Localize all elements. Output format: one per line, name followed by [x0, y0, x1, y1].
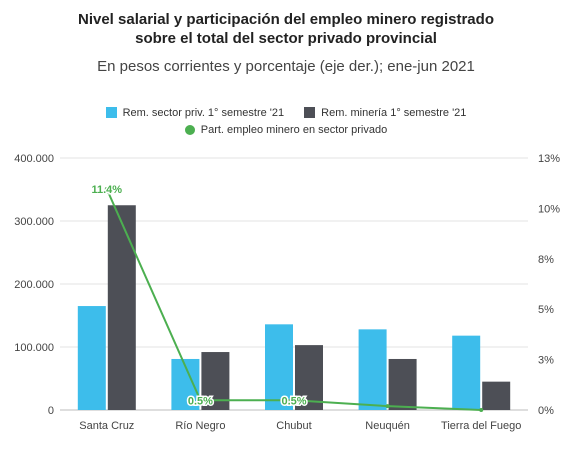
legend-dot-employment-share	[184, 124, 195, 135]
x-tick-label: Neuquén	[365, 420, 410, 432]
legend-label-mining-salary: Rem. minería 1° semestre '21	[321, 106, 467, 119]
y-right-tick-label: 10%	[538, 203, 560, 215]
data-label-employment-share: 11.4%	[92, 184, 123, 196]
legend-item-employment-share: Part. empleo minero en sector privado	[184, 123, 388, 136]
line-employment-share	[105, 188, 482, 411]
x-tick-label: Tierra del Fuego	[441, 420, 521, 432]
legend-swatch-mining-salary	[304, 107, 316, 118]
bar-private-salary	[358, 329, 387, 410]
x-tick-label: Río Negro	[175, 420, 225, 432]
point-employment-share	[385, 404, 390, 409]
y-right-tick-label: 3%	[538, 355, 554, 367]
bar-private-salary	[452, 335, 481, 410]
point-employment-share	[104, 187, 109, 192]
legend-label-private-salary: Rem. sector priv. 1° semestre '21	[122, 106, 285, 119]
data-label-employment-share: 0.5%	[188, 395, 213, 407]
chart-title-line-1: Nivel salarial y participación del emple…	[78, 11, 494, 28]
legend-item-private-salary: Rem. sector priv. 1° semestre '21	[105, 106, 285, 119]
bar-private-salary	[77, 306, 106, 410]
x-tick-label: Chubut	[276, 420, 311, 432]
chart-title: Nivel salarial y participación del emple…	[0, 10, 572, 48]
chart-subtitle: En pesos corrientes y porcentaje (eje de…	[97, 58, 475, 75]
point-employment-share	[479, 408, 484, 412]
bar-private-salary	[265, 324, 293, 410]
bar-mining-salary	[295, 345, 323, 410]
x-tick-label: Santa Cruz	[79, 420, 134, 432]
point-employment-share	[198, 398, 203, 403]
data-label-employment-share: 0.5%	[281, 395, 306, 407]
y-left-tick-label: 300.000	[14, 216, 54, 228]
bar-mining-salary	[482, 381, 511, 410]
y-left-tick-label: 200.000	[14, 279, 54, 291]
y-right-tick-label: 5%	[538, 304, 554, 316]
legend-label-employment-share: Part. empleo minero en sector privado	[200, 123, 388, 136]
y-left-tick-label: 0	[48, 405, 54, 417]
legend-swatch-private-salary	[105, 107, 117, 118]
point-employment-share	[292, 398, 296, 403]
bar-mining-salary	[388, 358, 417, 410]
y-right-tick-label: 8%	[538, 254, 554, 266]
y-left-tick-label: 100.000	[14, 342, 54, 354]
y-right-tick-label: 0%	[538, 405, 554, 417]
legend-item-mining-salary: Rem. minería 1° semestre '21	[304, 107, 466, 119]
chart-title-line-2: sobre el total del sector privado provin…	[135, 30, 437, 47]
legend: Rem. sector priv. 1° semestre '21 Rem. m…	[0, 104, 572, 138]
y-left-tick-label: 400.000	[14, 153, 54, 165]
bar-mining-salary	[107, 205, 136, 410]
y-right-tick-label: 13%	[538, 153, 560, 165]
